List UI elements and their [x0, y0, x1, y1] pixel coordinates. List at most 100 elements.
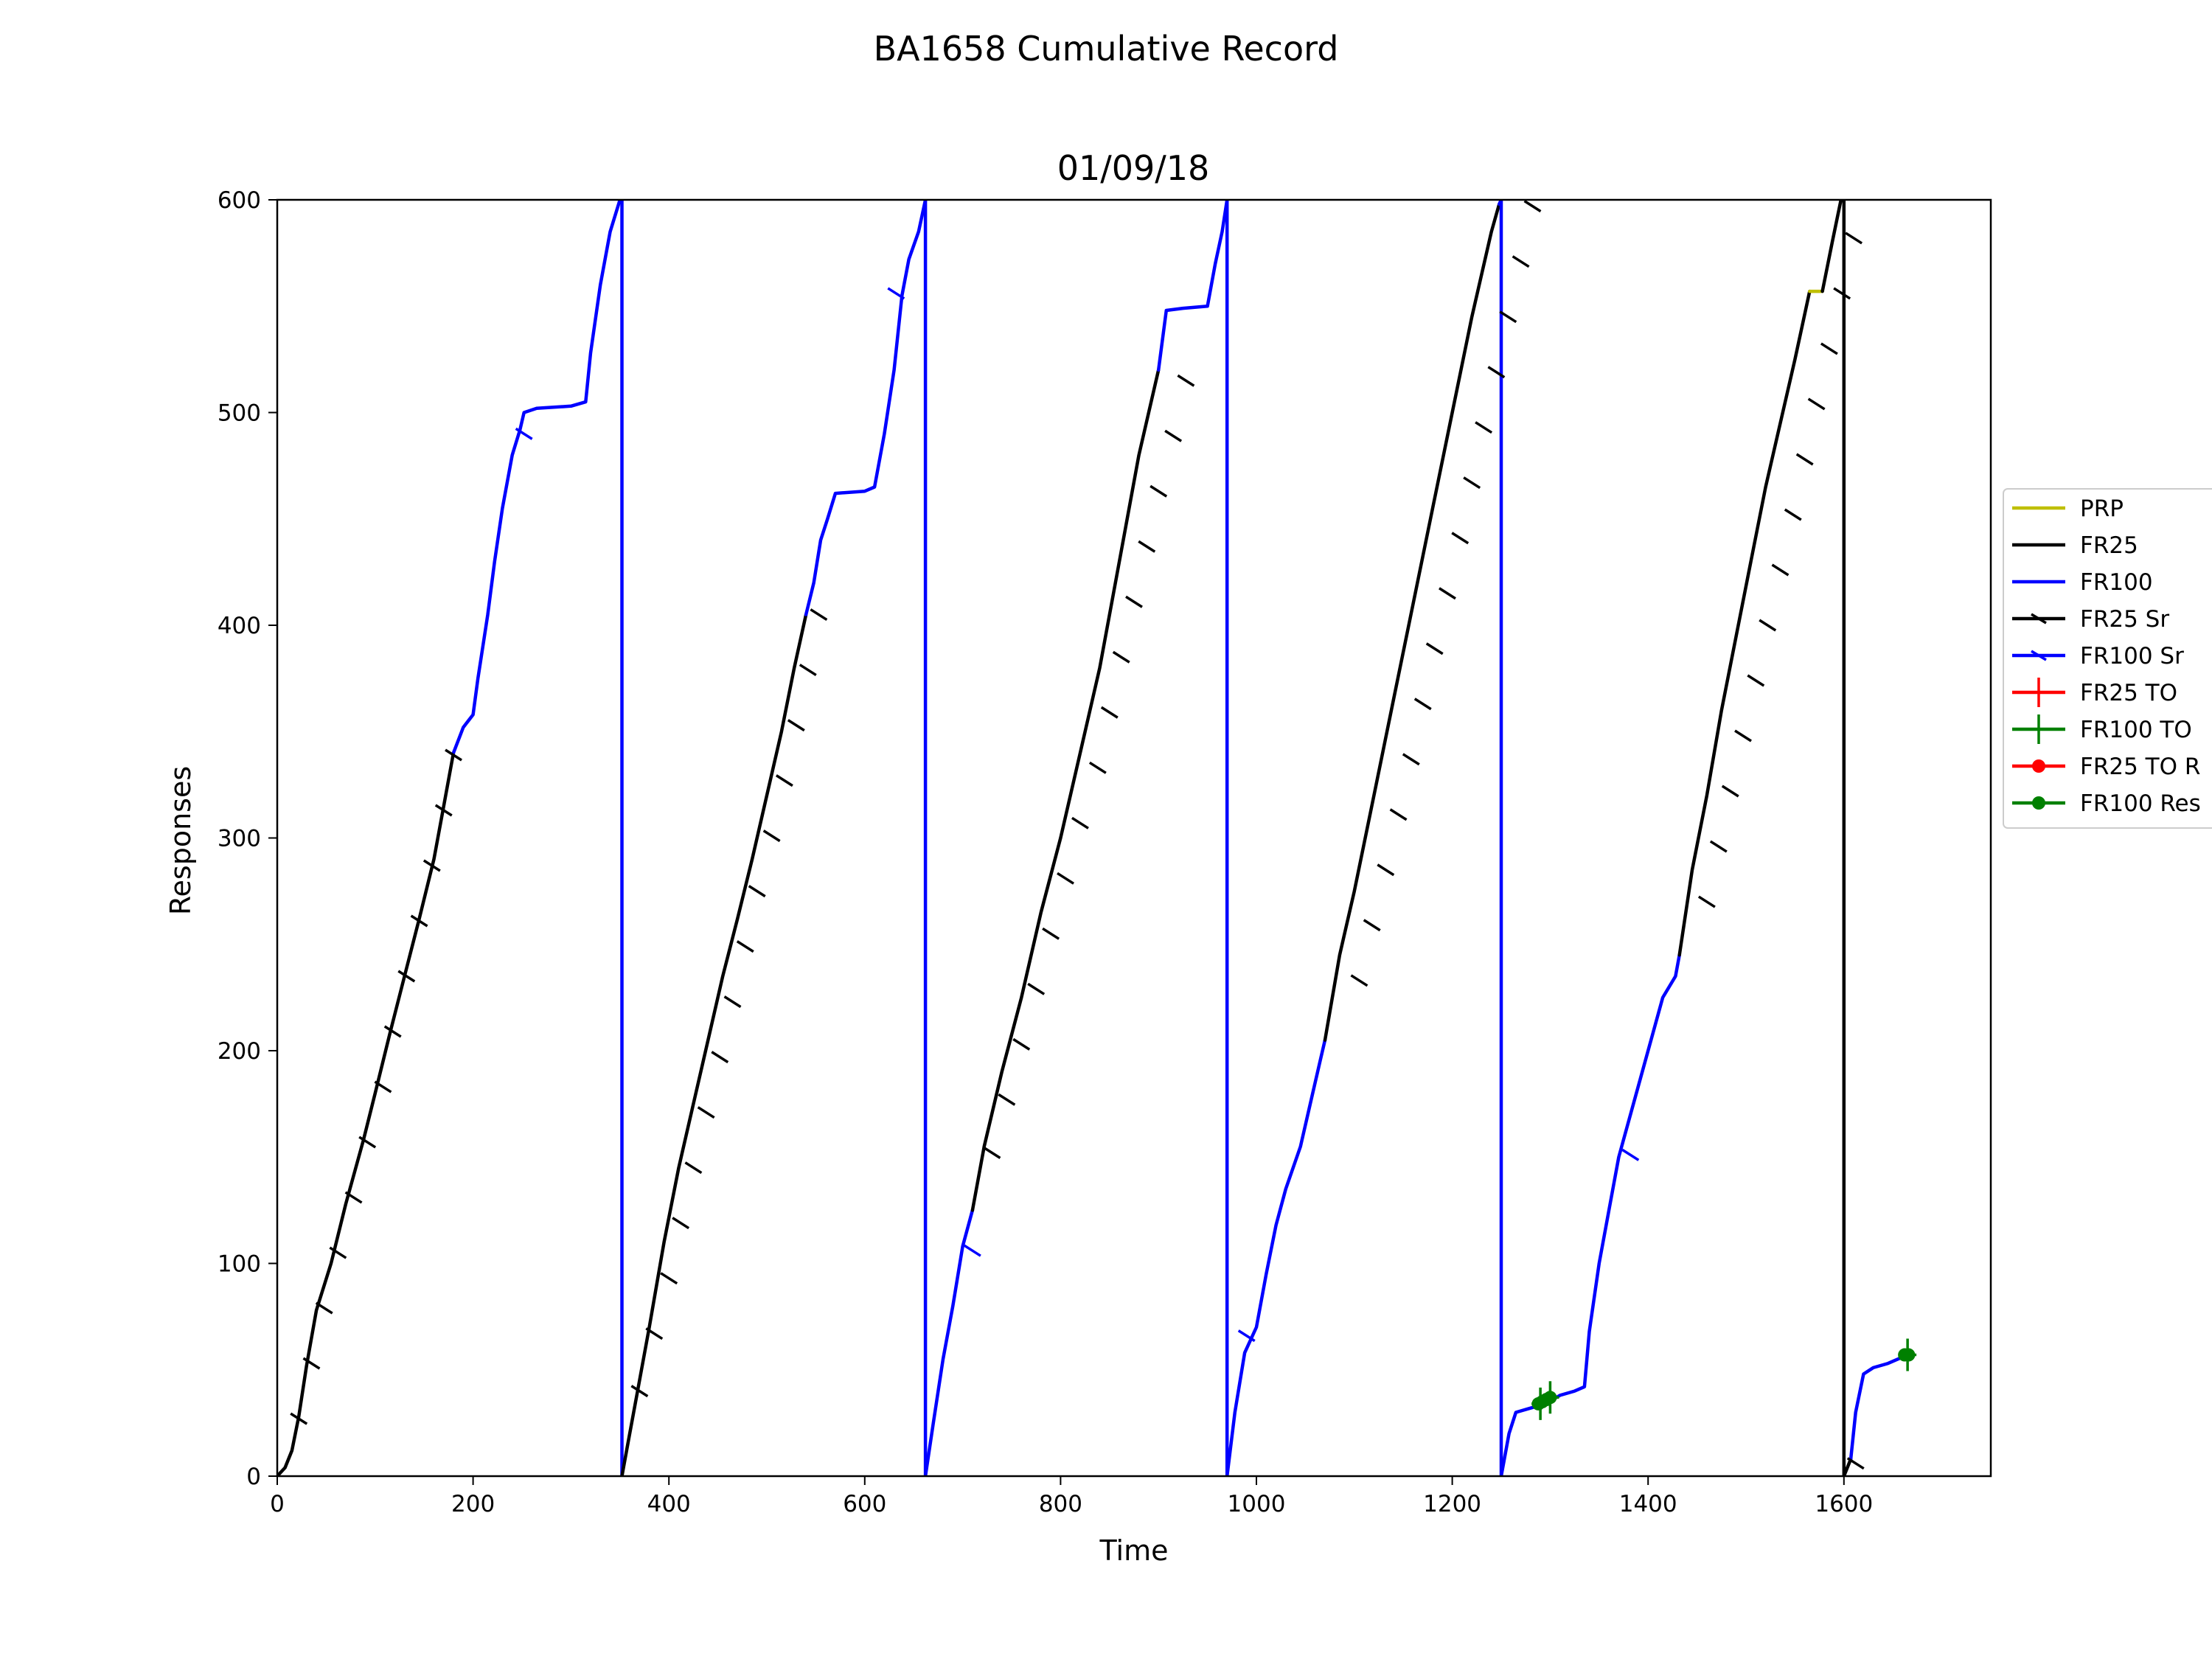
x-tick-label-7: 1400 [1619, 1491, 1677, 1517]
y-tick-label-1: 100 [218, 1251, 261, 1278]
reinforcement-tick-0-58 [1697, 895, 1716, 908]
legend-label-4: FR100 Sr [2080, 643, 2184, 669]
y-tick-label-0: 0 [246, 1464, 261, 1490]
legend-marker-7 [2032, 759, 2045, 773]
reinforcement-tick-0-0 [290, 1412, 308, 1425]
reinforcement-tick-0-10 [422, 859, 441, 872]
reinforcement-tick-0-27 [810, 608, 828, 622]
reinforcement-tick-0-68 [1820, 342, 1838, 355]
reinforcement-tick-0-67 [1807, 397, 1826, 411]
reinforcement-tick-0-12 [445, 748, 462, 762]
reinforcement-tick-1-3 [1237, 1329, 1256, 1343]
series-line-fr25-7 [970, 368, 1161, 1212]
reinforcement-tick-0-64 [1771, 563, 1790, 577]
reinforcement-tick-0-8 [397, 970, 416, 983]
x-tick-label-6: 1200 [1423, 1491, 1481, 1517]
y-tick-label-5: 500 [218, 400, 261, 427]
legend-label-7: FR25 TO R [2080, 754, 2200, 780]
reinforcement-tick-0-30 [1012, 1037, 1031, 1051]
reinforcement-tick-0-51 [1451, 532, 1470, 545]
reinforcement-tick-0-6 [374, 1080, 392, 1093]
legend-marker-8 [2032, 796, 2045, 810]
reinforcement-tick-0-25 [787, 719, 805, 732]
reinforcement-tick-0-70 [1845, 232, 1863, 245]
series-line-fr25-14 [1677, 289, 1812, 957]
reinforcement-tick-0-48 [1413, 698, 1432, 711]
reinforcement-tick-0-15 [660, 1272, 678, 1285]
reinforcement-tick-0-62 [1747, 674, 1765, 687]
reinforcement-tick-0-53 [1475, 421, 1493, 434]
series-line-fr100-8 [1156, 200, 1229, 372]
reinforcement-tick-0-22 [748, 885, 766, 898]
reinforcement-tick-1-2 [963, 1244, 981, 1257]
reinforcement-tick-0-50 [1439, 587, 1456, 600]
legend-label-3: FR25 Sr [2080, 606, 2169, 633]
reinforcement-tick-1-4 [1621, 1148, 1640, 1161]
reinforcement-tick-0-16 [672, 1217, 690, 1230]
reinforcement-tick-0-26 [799, 664, 817, 677]
reinforcement-tick-0-2 [315, 1301, 333, 1315]
reinforcement-tick-0-52 [1463, 476, 1481, 490]
timeout-response-dot-0-5 [1902, 1348, 1916, 1362]
x-tick-label-0: 0 [270, 1491, 285, 1517]
reinforcement-tick-0-38 [1125, 595, 1143, 608]
y-axis-label: Responses [164, 766, 197, 915]
reinforcement-tick-0-23 [762, 830, 781, 843]
reinforcement-tick-0-56 [1512, 255, 1530, 268]
reinforcement-tick-0-24 [775, 774, 793, 787]
reinforcement-tick-0-54 [1487, 366, 1506, 379]
series-line-fr100-12 [1498, 200, 1503, 1476]
reinforcement-tick-0-13 [630, 1385, 649, 1398]
x-tick-label-5: 1000 [1228, 1491, 1286, 1517]
series-line-fr100-6 [923, 1208, 975, 1476]
reinforcement-tick-0-35 [1088, 761, 1107, 774]
reinforcement-tick-0-14 [645, 1327, 664, 1340]
reinforcement-tick-0-18 [697, 1106, 715, 1119]
x-axis-label: Time [1099, 1534, 1169, 1567]
reinforcement-tick-0-65 [1784, 508, 1802, 521]
reinforcement-tick-0-71 [1846, 1457, 1865, 1470]
legend-label-6: FR100 TO [2080, 717, 2192, 743]
reinforcement-tick-0-47 [1402, 753, 1420, 766]
plot-marks [277, 200, 1917, 1476]
reinforcement-tick-0-49 [1425, 642, 1444, 655]
y-tick-label-2: 200 [218, 1038, 261, 1065]
reinforcement-tick-0-40 [1150, 484, 1168, 498]
reinforcement-tick-0-60 [1721, 785, 1739, 798]
y-tick-label-4: 400 [218, 613, 261, 639]
reinforcement-tick-1-1 [887, 287, 905, 300]
timeout-response-dot-0-3 [1543, 1391, 1557, 1405]
reinforcement-tick-0-42 [1177, 374, 1195, 387]
series-line-fr25-17 [1839, 200, 1853, 1476]
reinforcement-tick-0-34 [1071, 816, 1089, 830]
reinforcement-tick-0-28 [983, 1147, 1001, 1159]
reinforcement-tick-1-0 [515, 427, 533, 440]
legend-marker-3 [2031, 613, 2047, 625]
reinforcement-tick-0-9 [410, 914, 428, 928]
reinforcement-tick-0-55 [1499, 310, 1517, 324]
reinforcement-tick-0-44 [1363, 919, 1381, 932]
x-axis: 0 200 400 600 800 1000 1200 1400 1600 [270, 1476, 1873, 1517]
reinforcement-tick-0-43 [1350, 974, 1368, 987]
legend-label-0: PRP [2080, 495, 2124, 522]
y-tick-label-6: 600 [218, 187, 261, 214]
reinforcement-tick-0-5 [358, 1135, 377, 1149]
legend-box [2003, 488, 2212, 829]
reinforcement-tick-0-1 [302, 1357, 321, 1370]
series-line-fr25-11 [1323, 202, 1501, 1042]
reinforcement-tick-0-21 [736, 940, 754, 953]
reinforcement-tick-0-46 [1389, 808, 1408, 821]
legend-label-8: FR100 Res [2080, 790, 2201, 817]
reinforcement-tick-0-31 [1027, 982, 1046, 995]
reinforcement-tick-0-29 [998, 1093, 1016, 1106]
series-line-fr25-0 [277, 751, 456, 1476]
x-tick-label-8: 1600 [1815, 1491, 1873, 1517]
reinforcement-tick-0-36 [1100, 706, 1119, 719]
legend-label-1: FR25 [2080, 532, 2138, 559]
series-line-fr25-3 [620, 613, 808, 1476]
reinforcement-tick-0-20 [723, 995, 742, 1009]
reinforcement-tick-0-32 [1042, 927, 1060, 940]
reinforcement-tick-0-69 [1833, 287, 1851, 300]
reinforcement-tick-0-3 [329, 1246, 347, 1259]
